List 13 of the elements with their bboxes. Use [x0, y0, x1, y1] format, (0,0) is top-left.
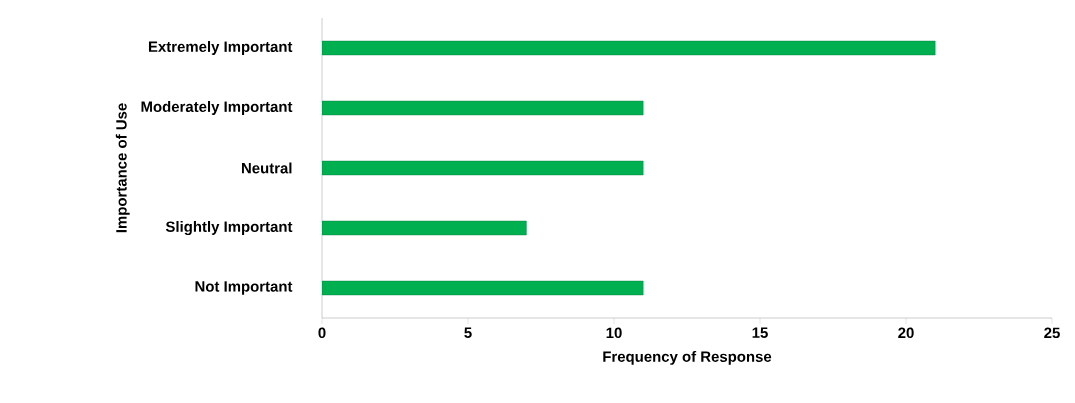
x-tick-label: 0: [318, 327, 326, 339]
x-tick-label: 15: [752, 327, 768, 338]
x-axis-title: Frequency of Response: [603, 350, 772, 365]
x-tick-label: 10: [606, 327, 622, 339]
y-tick-label: Slightly Important: [165, 221, 293, 235]
y-tick-label: Moderately Important: [141, 101, 293, 115]
y-tick-label: Not Important: [195, 281, 293, 295]
x-tick-label: 5: [464, 327, 472, 338]
y-axis-title: Importance of Use: [115, 103, 130, 233]
y-tick-label: Neutral: [241, 162, 292, 174]
y-tick-label: Extremely Important: [148, 41, 293, 55]
x-tick-label: 20: [898, 327, 914, 339]
x-tick-label: 25: [1044, 327, 1060, 339]
